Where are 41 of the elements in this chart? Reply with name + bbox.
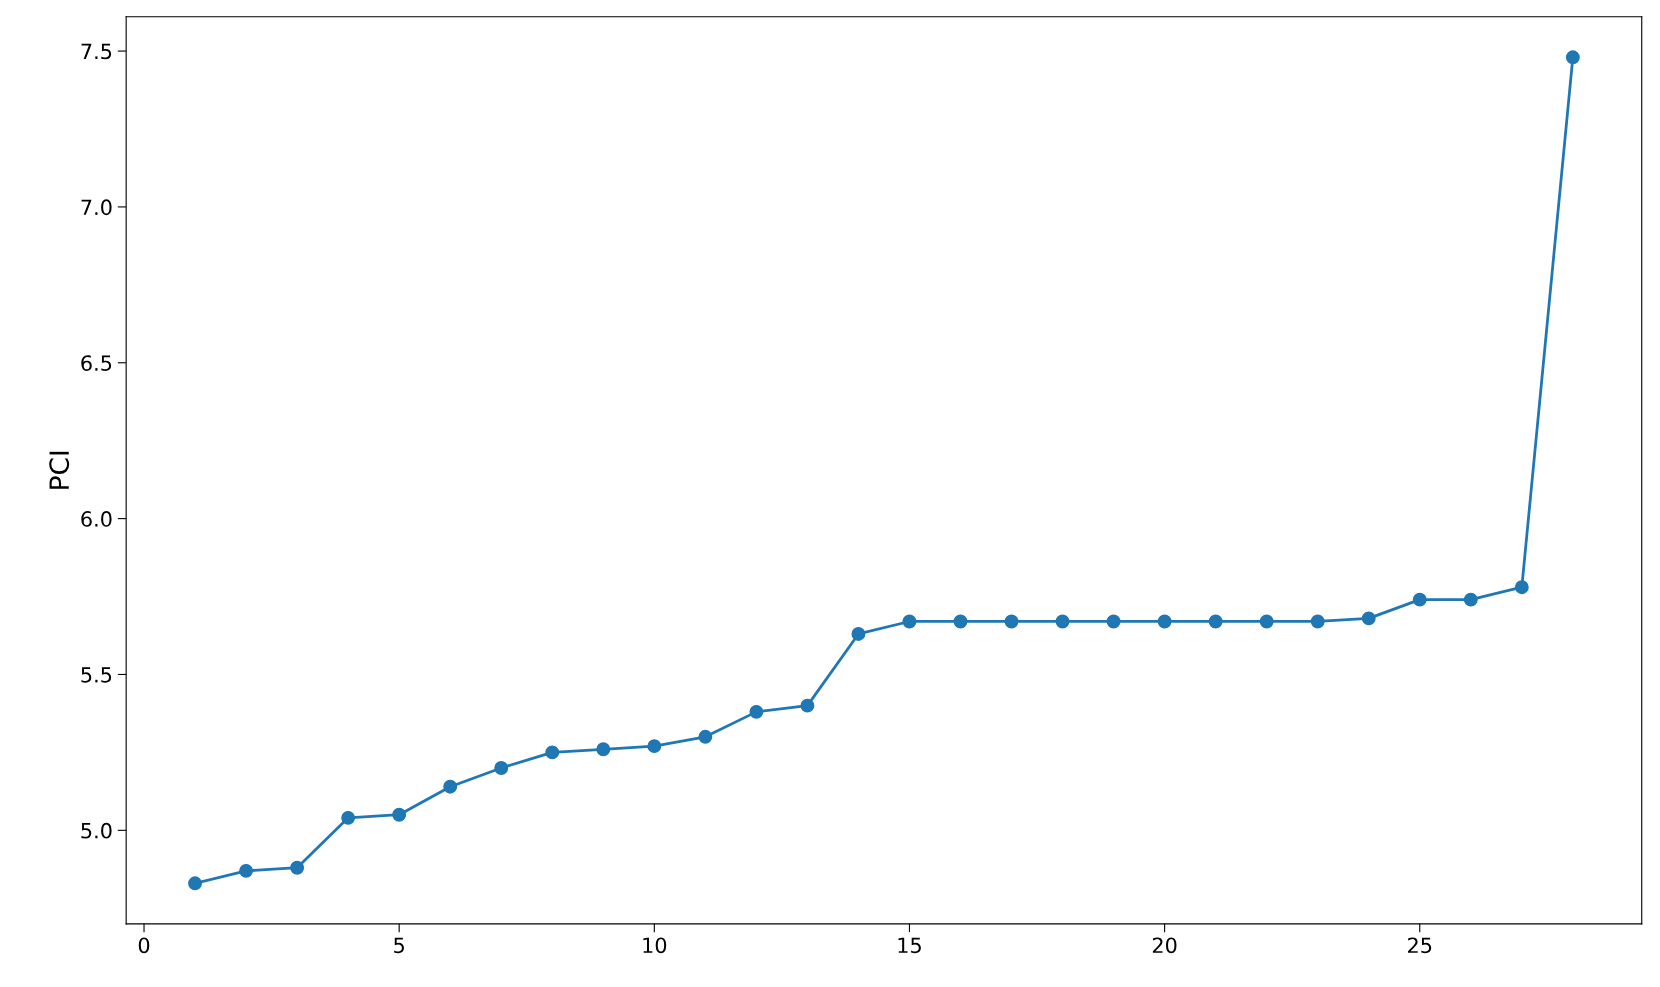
point xyxy=(188,876,202,891)
x-tick-label: 5 xyxy=(394,937,404,954)
x-tick-label: 15 xyxy=(898,937,921,954)
point xyxy=(239,863,254,878)
point xyxy=(1310,614,1325,629)
point xyxy=(341,810,356,825)
point xyxy=(647,739,662,754)
x-tick-label: 25 xyxy=(1408,937,1432,954)
point xyxy=(443,779,458,794)
point xyxy=(1361,611,1376,626)
x-tick-label: 0 xyxy=(138,937,150,954)
point xyxy=(1208,614,1223,629)
point xyxy=(392,807,407,822)
y-axis-title: PCI xyxy=(49,451,70,489)
point xyxy=(902,614,917,629)
y-tick-label: 6.0 xyxy=(81,511,112,527)
point xyxy=(1463,592,1478,607)
point xyxy=(290,860,305,875)
point xyxy=(545,745,560,760)
y-tick-label: 6.5 xyxy=(81,355,112,371)
point xyxy=(1106,614,1121,629)
point xyxy=(698,729,713,744)
point xyxy=(1157,614,1172,629)
y-tick-label: 7.5 xyxy=(81,43,112,60)
point xyxy=(1412,592,1427,607)
point xyxy=(494,761,509,775)
point xyxy=(596,742,611,757)
point xyxy=(1514,580,1529,595)
x-tick-label: 10 xyxy=(643,937,667,954)
y-tick-label: 5.5 xyxy=(81,667,112,683)
y-tick-label: 7.0 xyxy=(81,199,112,216)
y-tick-label: 5.0 xyxy=(81,822,112,839)
point xyxy=(1565,50,1580,65)
point xyxy=(800,698,815,713)
point xyxy=(749,704,764,719)
x-tick-label: 20 xyxy=(1152,937,1177,954)
point xyxy=(1055,614,1070,629)
point xyxy=(953,614,968,629)
point xyxy=(851,627,866,641)
point xyxy=(1004,614,1019,629)
point xyxy=(1259,614,1274,629)
